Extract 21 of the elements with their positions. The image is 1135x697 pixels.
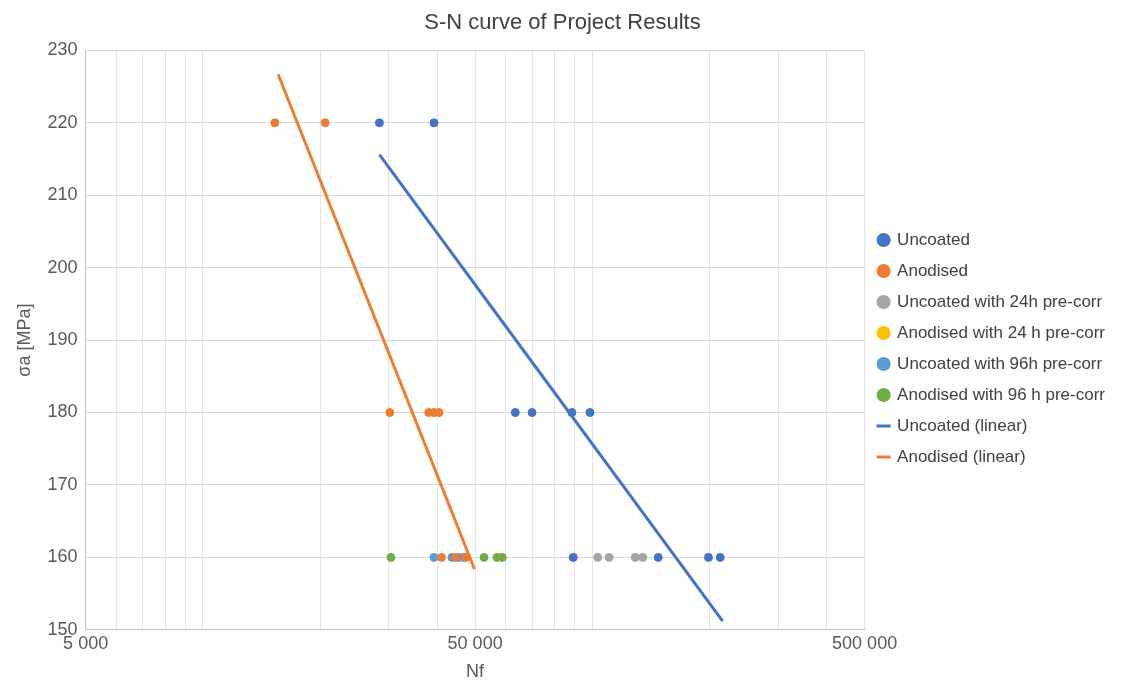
y-tick-label: 160 <box>47 546 78 567</box>
legend-label: Uncoated <box>897 229 970 249</box>
x-tick-label: 500 000 <box>832 632 898 653</box>
y-tick-label: 230 <box>47 39 78 60</box>
y-tick-label: 210 <box>47 184 78 205</box>
legend-label: Anodised (linear) <box>897 446 1026 466</box>
legend-label: Anodised with 96 h pre-corr <box>897 384 1106 404</box>
y-axis-title: σa [MPa] <box>13 303 34 377</box>
y-tick-label: 180 <box>47 401 78 422</box>
legend-label: Uncoated with 96h pre-corr <box>897 353 1103 373</box>
legend-label: Uncoated with 24h pre-corr <box>897 291 1103 311</box>
legend-label: Anodised with 24 h pre-corr <box>897 322 1106 342</box>
y-tick-label: 200 <box>47 256 78 277</box>
x-axis-title: Nf <box>466 661 486 682</box>
legend-label: Uncoated (linear) <box>897 415 1028 435</box>
x-tick-label: 50 000 <box>447 632 503 653</box>
chart-title: S-N curve of Project Results <box>424 9 701 35</box>
y-tick-label: 190 <box>47 329 78 350</box>
y-tick-label: 220 <box>47 111 78 132</box>
legend-label: Anodised <box>897 260 969 280</box>
y-tick-label: 170 <box>47 473 78 494</box>
